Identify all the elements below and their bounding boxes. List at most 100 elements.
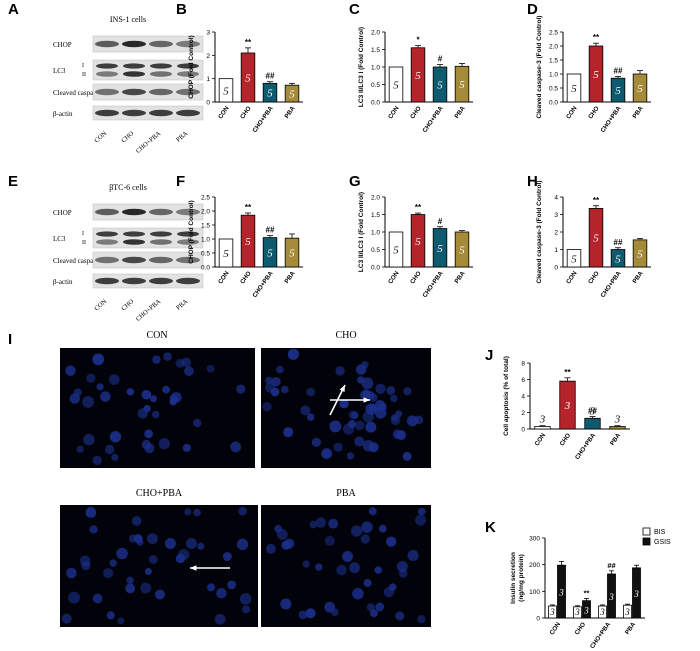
y-tick-label: 2.0 [371,30,380,37]
legend-label-gsis: GSIS [654,539,671,546]
bar-chart-d: 0.0 0.5 1.0 1.5 2.0 2.5 Cleaved caspase-3 (Fol… [536,16,651,134]
cell-nucleus [351,411,359,420]
cell-nucleus [158,438,170,450]
blot-band [150,71,172,77]
blot-lane-label: CHO [120,130,135,144]
cell-nucleus [287,348,300,360]
cell-nucleus [336,564,347,576]
n-label: 5 [637,248,643,260]
blot-row-label: CHOP [53,41,72,49]
y-tick-label: 2.0 [549,44,558,51]
n-label: 5 [245,236,251,248]
micrograph-label: CHO+PBA [136,488,183,499]
blot-lane-label: CON [93,130,108,144]
y-tick-label: 3 [206,30,210,37]
significance-label: ** [564,368,571,377]
cell-nucleus [109,431,122,443]
cell-nucleus [93,354,101,362]
cell-nucleus [61,613,72,624]
cell-nucleus [414,415,424,425]
cell-nucleus [89,525,98,534]
cell-nucleus [222,552,232,562]
cell-nucleus [354,436,365,447]
n-label: 3 [599,607,605,617]
panel-letter-j: J [485,347,493,364]
cell-nucleus [100,391,111,402]
bar [218,78,234,103]
cell-nucleus [298,610,308,620]
n-label: 5 [615,85,621,97]
cell-nucleus [111,453,119,461]
cell-nucleus [184,508,192,516]
bar-chart-g: 0.0 0.5 1.0 1.5 2.0 LC3 II/LC3 I (Fold Contro… [358,192,473,299]
blot-band [122,208,146,216]
y-axis-label: Cleaved caspase-3 (Fold Control) [536,16,543,119]
y-tick-label: 4 [554,195,558,202]
cell-nucleus [342,550,354,562]
blot-band [176,256,200,264]
y-tick-label: 2 [554,230,558,237]
cell-nucleus [141,389,152,400]
cell-nucleus [386,386,396,395]
blot-band [150,239,172,245]
blot-band [95,40,119,48]
n-label: 3 [583,605,589,615]
cell-nucleus [276,365,284,374]
cell-nucleus [79,555,91,567]
x-tick-label: CON [217,270,231,286]
cell-nucleus [178,548,190,561]
cell-nucleus [144,567,152,575]
significance-label: # [438,55,443,64]
n-label: 5 [267,88,273,100]
blot-band [95,256,119,264]
blot-band [123,231,145,237]
y-tick-label: 3 [554,212,558,219]
cell-nucleus [76,445,84,453]
cell-nucleus [182,443,191,452]
cell-nucleus [185,538,197,550]
cell-nucleus [216,587,227,599]
y-tick-label: 1.0 [549,72,558,79]
cell-nucleus [328,518,339,529]
cell-nucleus [375,602,385,612]
cell-nucleus [321,448,333,460]
cell-nucleus [355,364,367,375]
y-tick-label: 2 [521,410,525,417]
cell-nucleus [236,538,249,551]
blot-lane-label: CHO [120,298,135,312]
cell-nucleus [333,442,343,452]
y-tick-label: 4 [521,394,525,401]
y-axis-label-unit: (ng/mg protein) [518,554,525,602]
cell-nucleus [300,405,311,416]
y-tick-label: 0 [206,100,210,107]
n-label: 5 [223,248,229,260]
y-tick-label: 2.0 [371,195,380,202]
n-label: 3 [564,400,571,412]
x-tick-label: PBA [453,105,467,120]
cell-nucleus [402,451,412,461]
cell-nucleus [315,563,323,571]
x-tick-label: CHO+PBA [251,105,274,134]
y-axis-label: Cell apoptosis (% of total) [503,356,510,436]
n-label: 5 [459,245,465,257]
n-label: 3 [558,588,564,598]
blot-band [96,71,118,77]
n-label: 5 [593,69,599,81]
micrograph-label: PBA [336,488,356,499]
cell-nucleus [283,427,294,438]
significance-label: ## [588,407,597,416]
cell-nucleus [236,384,246,394]
y-axis-label: CHOP (Fold Control) [188,35,195,98]
bar-chart-j: 0 2 4 6 8 Cell apoptosis (% of total) 3 CON 3 ** C… [503,356,630,461]
cell-nucleus [242,605,251,614]
cell-nucleus [311,437,322,447]
cell-nucleus [82,396,94,408]
blot-band [149,208,173,216]
blot-lane-label: PBA [175,298,189,312]
blot-band [176,277,200,285]
cell-nucleus [330,608,339,617]
n-label: 5 [571,253,577,265]
x-tick-label: CHO [239,270,253,285]
n-label: 5 [637,83,643,95]
blot-band [149,88,173,96]
